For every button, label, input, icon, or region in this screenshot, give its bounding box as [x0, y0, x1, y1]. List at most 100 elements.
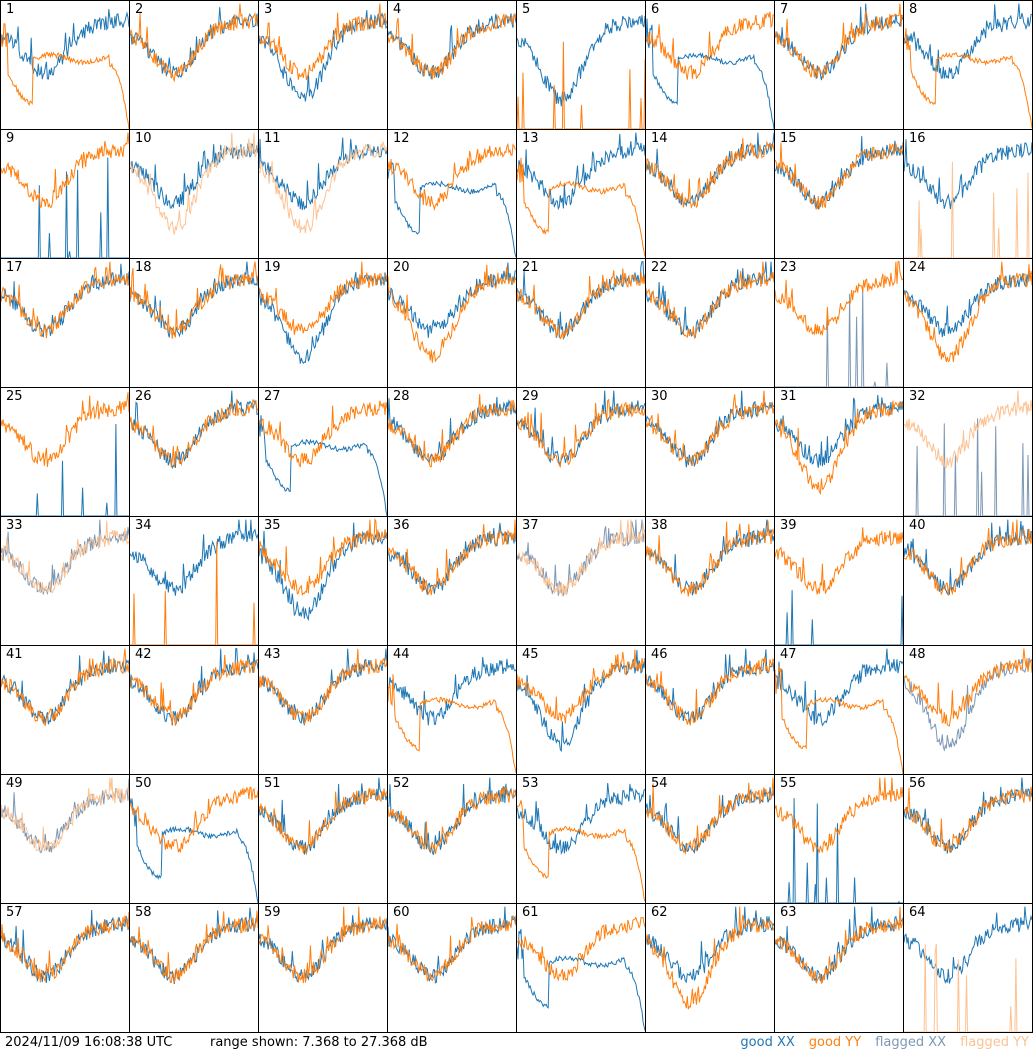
- panel-label: 35: [264, 518, 281, 533]
- panel-plot: [517, 519, 645, 597]
- panel-label: 55: [780, 776, 797, 791]
- panel-58: 58: [129, 903, 259, 1033]
- good-xx-series: [259, 915, 387, 983]
- good-yy-series: [517, 916, 645, 982]
- flagged-xx-series: [904, 657, 1032, 752]
- good-xx-series: [388, 777, 516, 855]
- good-yy-series: [388, 519, 516, 596]
- good-yy-series: [646, 656, 774, 726]
- panel-plot: [904, 261, 1032, 363]
- panel-plot: [130, 907, 258, 984]
- panel-label: 40: [909, 518, 926, 533]
- panel-plot: [388, 394, 516, 468]
- panel-23: 23: [774, 258, 904, 388]
- panel-plot: [259, 261, 387, 365]
- flagged-yy-series: [904, 161, 1032, 258]
- panel-label: 47: [780, 647, 797, 662]
- panel-46: 46: [645, 645, 775, 775]
- panel-plot: [388, 906, 516, 984]
- panel-plot: [775, 906, 903, 985]
- good-xx-series: [388, 13, 516, 80]
- panel-plot: [646, 648, 774, 726]
- panel-11: 11: [258, 129, 388, 259]
- panel-plot: [646, 519, 774, 597]
- panel-53: 53: [516, 774, 646, 904]
- good-yy-series: [388, 142, 516, 212]
- panel-label: 38: [651, 518, 668, 533]
- panel-label: 48: [909, 647, 926, 662]
- flagged-yy-series: [904, 943, 1032, 1032]
- good-yy-series: [646, 906, 774, 1010]
- good-yy-series: [259, 261, 387, 335]
- good-xx-series: [388, 262, 516, 338]
- panel-plot: [646, 132, 774, 209]
- panel-19: 19: [258, 258, 388, 388]
- panel-plot: [1, 519, 129, 596]
- panel-62: 62: [645, 903, 775, 1033]
- panel-22: 22: [645, 258, 775, 388]
- panel-label: 12: [393, 131, 410, 146]
- good-yy-series: [130, 910, 258, 984]
- panel-60: 60: [387, 903, 517, 1033]
- panel-label: 23: [780, 260, 797, 275]
- panel-plot: [1, 648, 129, 727]
- good-xx-series: [1, 423, 129, 516]
- good-yy-series: [130, 541, 258, 645]
- panel-plot: [259, 400, 387, 516]
- flagged-yy-series: [259, 140, 387, 234]
- panel-48: 48: [903, 645, 1033, 775]
- panel-plot: [904, 390, 1032, 516]
- good-xx-series: [259, 415, 387, 516]
- good-yy-series: [388, 13, 516, 80]
- panel-plot: [646, 11, 774, 129]
- good-xx-series: [646, 787, 774, 855]
- panel-label: 21: [522, 260, 539, 275]
- panel-15: 15: [774, 129, 904, 259]
- panel-label: 14: [651, 131, 668, 146]
- panel-plot: [1, 909, 129, 983]
- panel-label: 52: [393, 776, 410, 791]
- panel-plot: [775, 3, 903, 81]
- panel-label: 24: [909, 260, 926, 275]
- good-xx-series: [646, 18, 774, 129]
- good-yy-series: [775, 527, 903, 595]
- good-yy-series: [646, 261, 774, 340]
- timestamp: 2024/11/09 16:08:38 UTC: [5, 1035, 173, 1050]
- panel-plot: [130, 3, 258, 83]
- good-yy-series: [646, 11, 774, 80]
- panel-label: 13: [522, 131, 539, 146]
- panel-label: 1: [6, 2, 15, 17]
- panel-18: 18: [129, 258, 259, 388]
- panel-52: 52: [387, 774, 517, 904]
- flagged-yy-series: [1, 520, 129, 594]
- good-yy-series: [130, 654, 258, 726]
- panel-64: 64: [903, 903, 1033, 1033]
- good-yy-series: [388, 914, 516, 982]
- good-yy-series: [775, 261, 903, 336]
- flagged-yy-series: [904, 390, 1032, 469]
- panel-label: 51: [264, 776, 281, 791]
- panel-label: 62: [651, 905, 668, 920]
- panel-plot: [646, 777, 774, 856]
- panel-21: 21: [516, 258, 646, 388]
- legend: good XX good YY flagged XX flagged YY: [740, 1033, 1029, 1053]
- good-yy-series: [775, 666, 903, 774]
- panel-33: 33: [0, 516, 130, 646]
- panel-plot: [1, 777, 129, 853]
- legend-flagged-xx: flagged XX: [875, 1035, 947, 1050]
- legend-flagged-yy: flagged YY: [960, 1035, 1029, 1050]
- panel-plot: [130, 132, 258, 235]
- panel-label: 22: [651, 260, 668, 275]
- good-xx-series: [775, 648, 903, 727]
- good-yy-series: [259, 788, 387, 856]
- panel-3: 3: [258, 0, 388, 130]
- panel-label: 8: [909, 2, 918, 17]
- good-xx-series: [775, 3, 903, 81]
- panel-plot: [1, 132, 129, 258]
- panel-label: 26: [135, 389, 152, 404]
- panel-63: 63: [774, 903, 904, 1033]
- good-xx-series: [130, 519, 258, 596]
- panel-27: 27: [258, 387, 388, 517]
- panel-plot: [259, 3, 387, 102]
